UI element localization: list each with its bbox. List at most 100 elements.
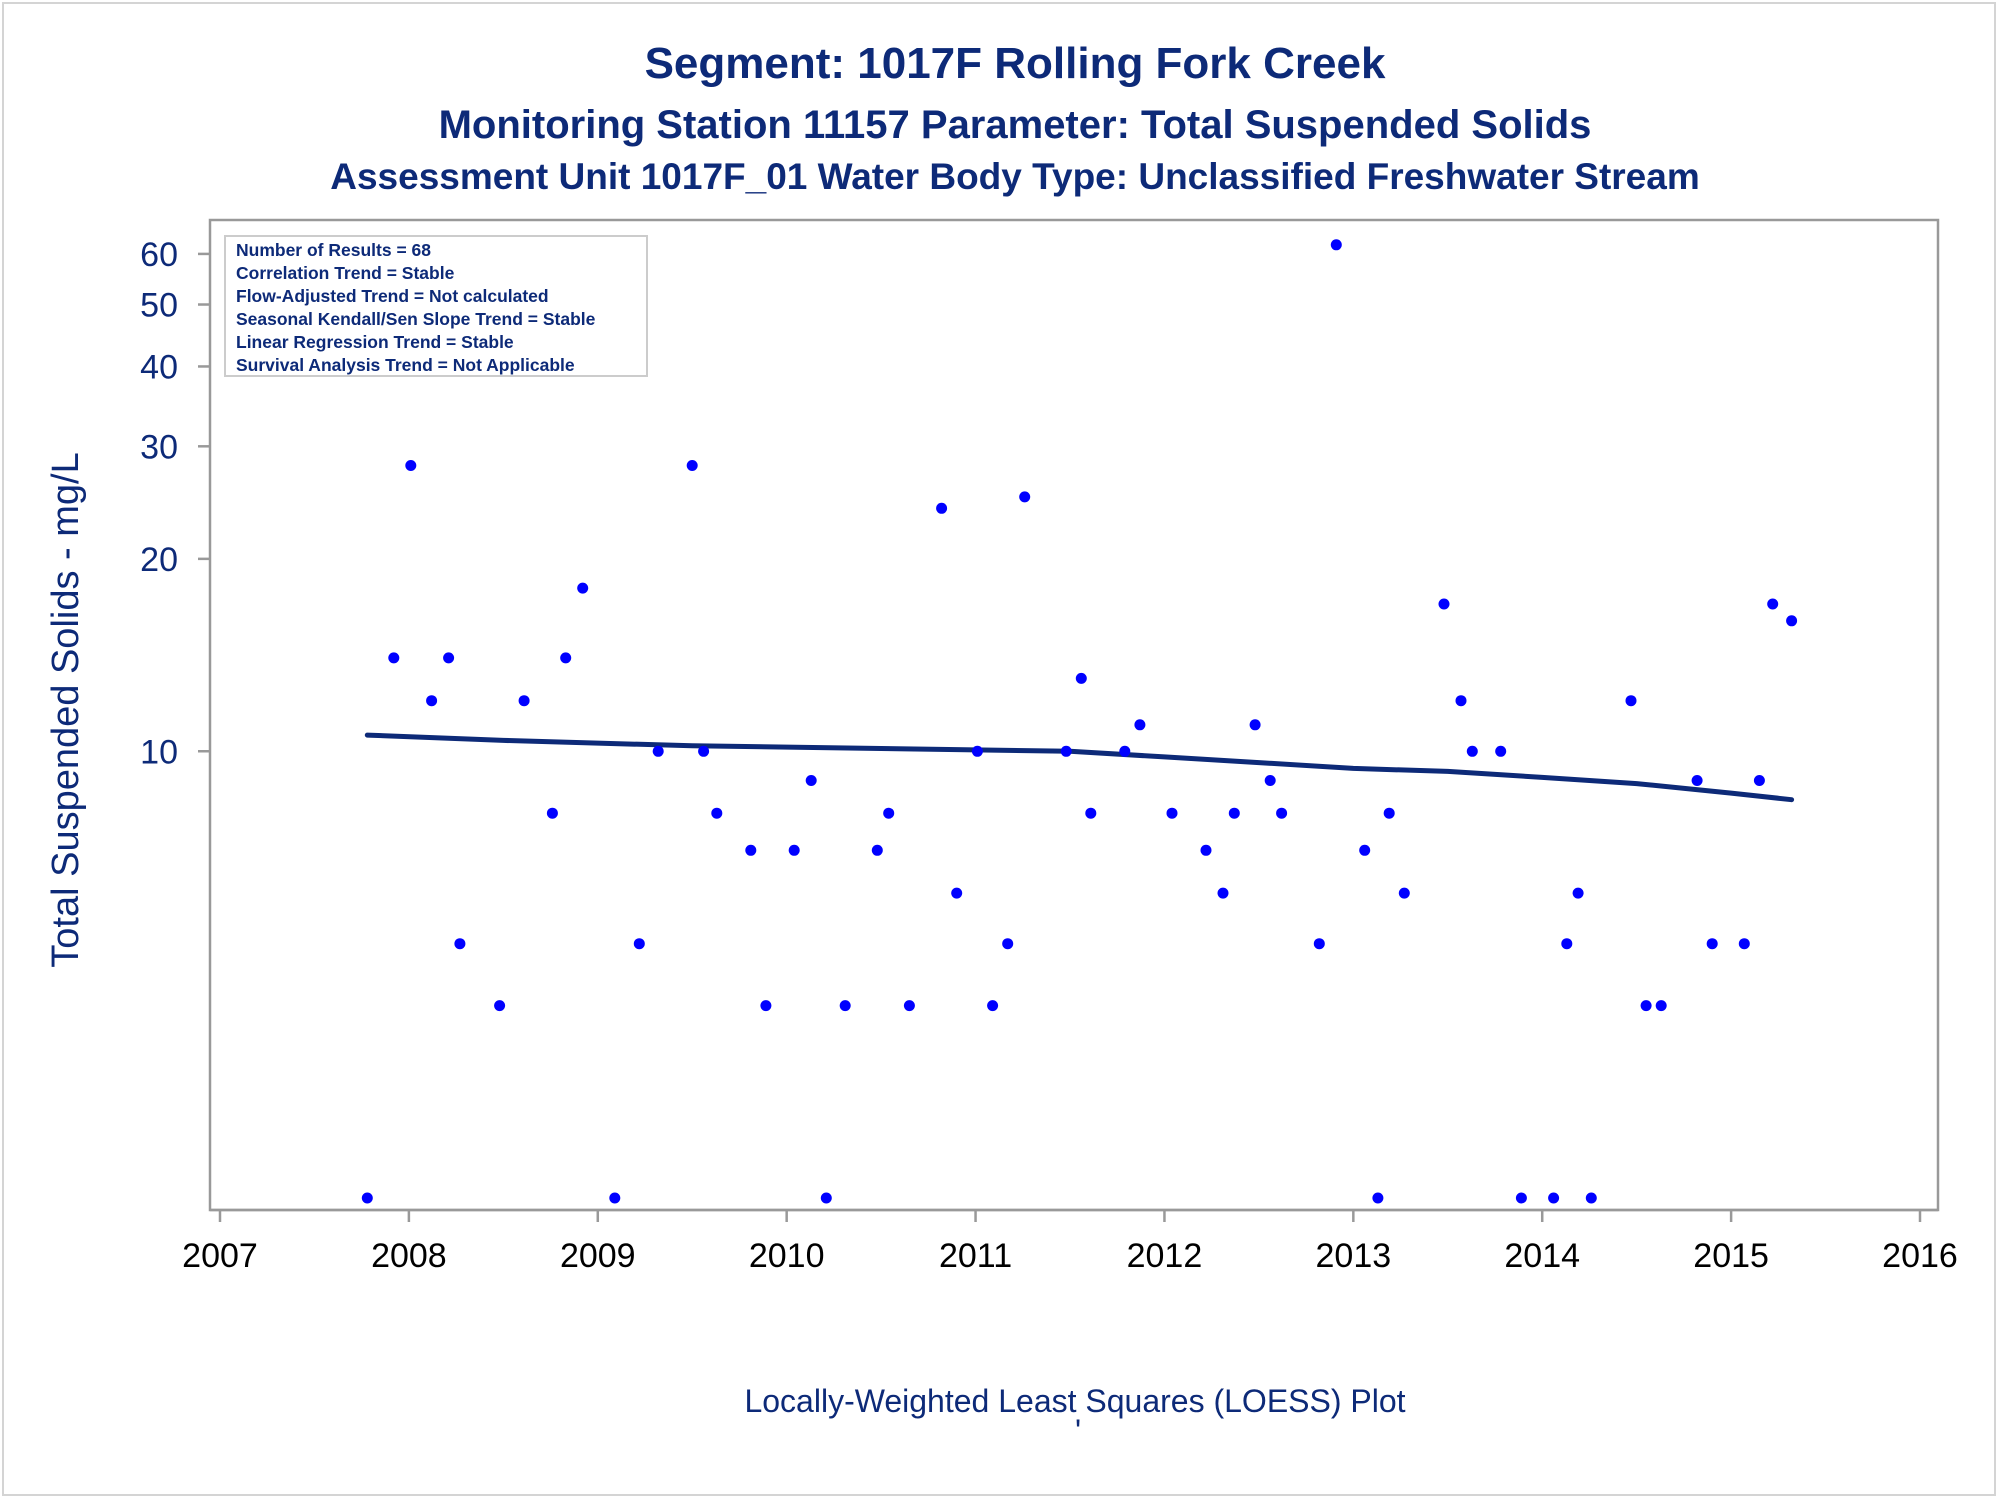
data-point [1438, 598, 1450, 610]
data-point [1625, 695, 1637, 707]
x-tick-label: 2008 [371, 1237, 447, 1275]
y-axis-label: Total Suspended Solids - mg/L [45, 452, 87, 967]
data-point [609, 1192, 621, 1204]
data-point [903, 1000, 915, 1012]
data-point [494, 1000, 506, 1012]
data-point [1495, 745, 1507, 757]
y-tick-label: 10 [140, 733, 178, 771]
x-tick-label: 2013 [1316, 1237, 1392, 1275]
chart-subtitle: Monitoring Station 11157 Parameter: Tota… [439, 103, 1592, 147]
data-point [1372, 1192, 1384, 1204]
data-point [1085, 807, 1097, 819]
x-tick-label: 2007 [182, 1237, 258, 1275]
data-point [454, 938, 466, 950]
data-point [1655, 1000, 1667, 1012]
data-point [971, 745, 983, 757]
data-point [1359, 844, 1371, 856]
data-point [1786, 615, 1798, 627]
loess-trend-line [364, 732, 1795, 803]
data-point [820, 1192, 832, 1204]
x-tick-label: 2011 [939, 1237, 1012, 1275]
x-tick-label: 2009 [560, 1237, 636, 1275]
data-point [546, 807, 558, 819]
data-point [1276, 807, 1288, 819]
data-point [1019, 491, 1031, 503]
data-point [711, 807, 723, 819]
x-tick-label: 2016 [1882, 1237, 1958, 1275]
trend-layer [364, 732, 1795, 803]
data-point [443, 652, 455, 664]
y-tick-label: 20 [140, 541, 178, 579]
data-point [577, 582, 589, 594]
data-point [652, 745, 664, 757]
data-point [361, 1192, 373, 1204]
data-point [760, 1000, 772, 1012]
stats-line: Survival Analysis Trend = Not Applicable [236, 355, 575, 375]
data-point [987, 1000, 999, 1012]
data-point [1466, 745, 1478, 757]
stats-box-border [224, 235, 648, 377]
y-tick-label: 30 [140, 428, 178, 466]
data-point [1585, 1192, 1597, 1204]
stats-line: Flow-Adjusted Trend = Not calculated [236, 286, 549, 306]
data-point [1264, 775, 1276, 786]
data-point [426, 695, 438, 707]
data-point [1330, 239, 1342, 251]
data-point [686, 460, 698, 471]
chart-subtitle-2: Assessment Unit 1017F_01 Water Body Type… [330, 156, 1700, 197]
x-axis: 2007 2008 2009 2010 2011 2012 2013 2014 2015 2016 [182, 1208, 1958, 1275]
data-point [1217, 887, 1229, 899]
data-point [1691, 775, 1703, 786]
chart-footer-mark: ' [1075, 1413, 1081, 1449]
data-point [1060, 745, 1072, 757]
data-point [883, 807, 895, 819]
x-tick-label: 2015 [1693, 1237, 1769, 1275]
y-tick-label: 40 [140, 348, 178, 386]
data-point [805, 775, 817, 786]
stats-line: Correlation Trend = Stable [236, 263, 455, 283]
stats-line: Seasonal Kendall/Sen Slope Trend = Stabl… [236, 309, 596, 329]
chart-footer: Locally-Weighted Least Squares (LOESS) P… [744, 1383, 1405, 1419]
data-point [633, 938, 645, 950]
data-point [1753, 775, 1765, 786]
stats-line: Linear Regression Trend = Stable [236, 332, 514, 352]
y-tick-label: 50 [140, 287, 178, 325]
data-point [951, 887, 963, 899]
data-point [1134, 719, 1146, 731]
stats-box: Number of Results = 68 Correlation Trend … [224, 235, 648, 377]
data-point [1383, 807, 1395, 819]
chart-title: Segment: 1017F Rolling Fork Creek [645, 39, 1386, 88]
stats-line: Number of Results = 68 [236, 240, 431, 260]
data-point [560, 652, 572, 664]
data-point [518, 695, 530, 707]
data-point [745, 844, 757, 856]
data-point [1228, 807, 1240, 819]
data-point [1398, 887, 1410, 899]
data-point [1767, 598, 1779, 610]
data-point [1561, 938, 1573, 950]
x-tick-label: 2014 [1504, 1237, 1580, 1275]
data-point [1002, 938, 1014, 950]
data-point [1313, 938, 1325, 950]
data-point [698, 745, 710, 757]
data-point [1515, 1192, 1527, 1204]
data-point [1455, 695, 1467, 707]
data-point [1200, 844, 1212, 856]
x-tick-label: 2010 [749, 1237, 825, 1275]
data-point [936, 502, 948, 514]
data-point [1548, 1192, 1560, 1204]
data-point [839, 1000, 851, 1012]
data-point [1075, 672, 1087, 684]
data-point [1706, 938, 1718, 950]
data-point [1166, 807, 1178, 819]
points-layer [361, 239, 1798, 1204]
data-point [388, 652, 400, 664]
x-tick-label: 2012 [1127, 1237, 1203, 1275]
y-axis: 10 20 30 40 50 60 [140, 236, 210, 771]
y-tick-label: 60 [140, 236, 178, 274]
data-point [871, 844, 883, 856]
data-point [1640, 1000, 1652, 1012]
data-point [1249, 719, 1261, 731]
